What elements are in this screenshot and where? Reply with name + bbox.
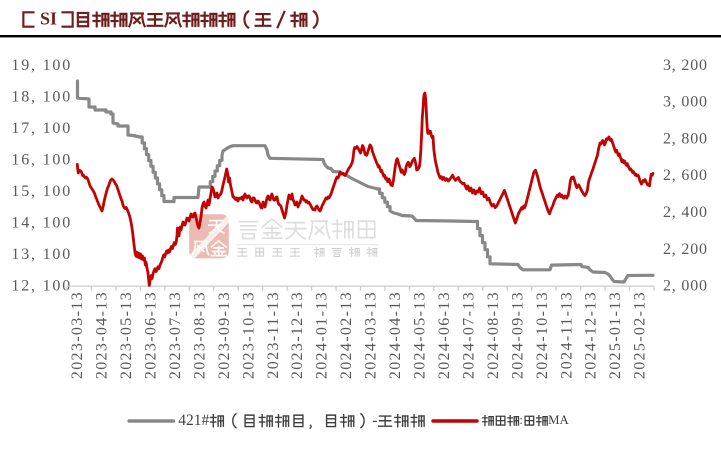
- svg-text:2024-03-13: 2024-03-13: [363, 291, 380, 379]
- svg-text:2023-06-13: 2023-06-13: [142, 291, 159, 379]
- svg-text:2024-05-13: 2024-05-13: [412, 291, 429, 379]
- svg-text:421#: 421#: [178, 412, 209, 429]
- svg-text:2, 000: 2, 000: [663, 278, 708, 295]
- svg-text:2023-03-13: 2023-03-13: [69, 291, 86, 379]
- svg-text:2024-06-13: 2024-06-13: [436, 291, 453, 379]
- svg-text:2023-11-13: 2023-11-13: [265, 291, 282, 379]
- svg-text:12, 100: 12, 100: [11, 278, 72, 295]
- svg-text:16, 100: 16, 100: [11, 151, 72, 168]
- svg-text:2024-02-13: 2024-02-13: [338, 291, 355, 379]
- svg-text:2023-04-13: 2023-04-13: [94, 291, 111, 379]
- svg-text:2024-07-13: 2024-07-13: [460, 291, 477, 379]
- svg-text:2025-02-13: 2025-02-13: [632, 291, 649, 379]
- svg-text::: :: [519, 413, 523, 427]
- svg-text:SI: SI: [40, 9, 57, 29]
- svg-text:2023-09-13: 2023-09-13: [216, 291, 233, 379]
- svg-text:19, 100: 19, 100: [11, 57, 72, 74]
- svg-text:14, 100: 14, 100: [11, 215, 72, 232]
- svg-text:13, 100: 13, 100: [11, 246, 72, 263]
- svg-text:2024-11-13: 2024-11-13: [558, 291, 575, 379]
- svg-text:2023-08-13: 2023-08-13: [191, 291, 208, 379]
- svg-text:2023-10-13: 2023-10-13: [240, 291, 257, 379]
- svg-text:2024-12-13: 2024-12-13: [583, 291, 600, 379]
- svg-text:15, 100: 15, 100: [11, 183, 72, 200]
- svg-text:17, 100: 17, 100: [11, 120, 72, 137]
- svg-text:2024-10-13: 2024-10-13: [534, 291, 551, 379]
- svg-text:2024-01-13: 2024-01-13: [314, 291, 331, 379]
- svg-text:-: -: [372, 412, 377, 429]
- svg-text:2023-05-13: 2023-05-13: [118, 291, 135, 379]
- svg-text:3, 000: 3, 000: [663, 94, 708, 111]
- svg-text:MA: MA: [548, 413, 569, 427]
- svg-text:2025-01-13: 2025-01-13: [607, 291, 624, 379]
- svg-text:18, 100: 18, 100: [11, 88, 72, 105]
- svg-text:2023-07-13: 2023-07-13: [167, 291, 184, 379]
- svg-text:2024-08-13: 2024-08-13: [485, 291, 502, 379]
- svg-text:2024-09-13: 2024-09-13: [509, 291, 526, 379]
- svg-text:2, 600: 2, 600: [663, 167, 708, 184]
- svg-text:3, 200: 3, 200: [663, 57, 708, 74]
- svg-text:2, 800: 2, 800: [663, 130, 708, 147]
- svg-text:2024-04-13: 2024-04-13: [387, 291, 404, 379]
- svg-text:2, 400: 2, 400: [663, 204, 708, 221]
- svg-text:2023-12-13: 2023-12-13: [289, 291, 306, 379]
- svg-text:2, 200: 2, 200: [663, 241, 708, 258]
